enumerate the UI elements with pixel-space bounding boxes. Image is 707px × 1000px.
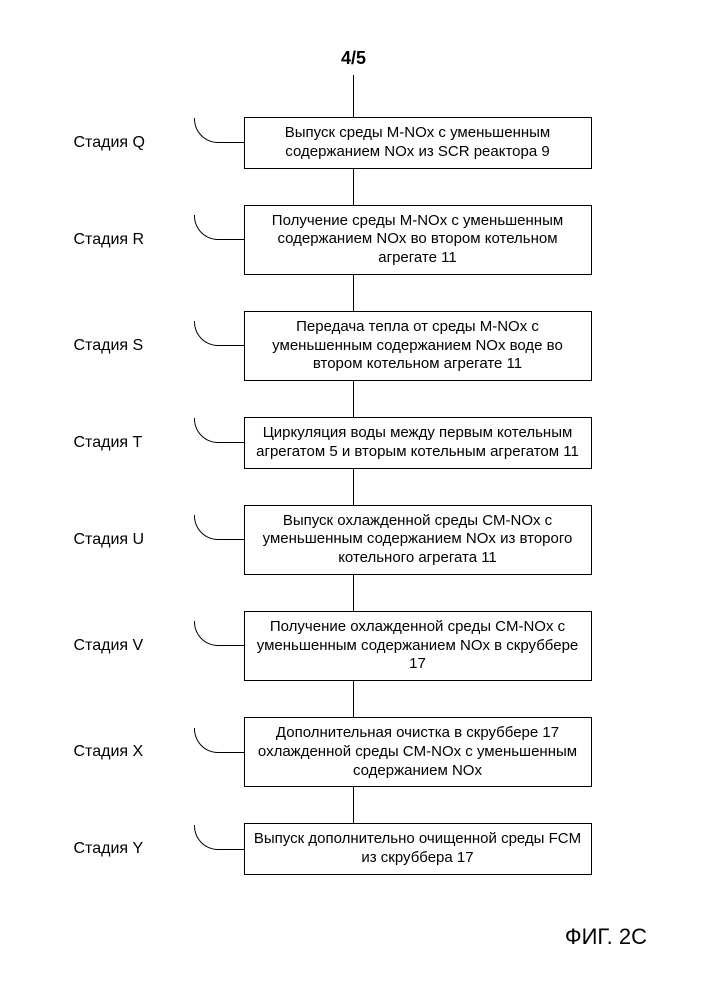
stage-box: Выпуск дополнительно очищенной среды FCM… xyxy=(244,823,592,875)
stage-label: Стадия R xyxy=(74,231,194,249)
label-connector-curve xyxy=(194,321,245,346)
stage-label: Стадия V xyxy=(74,637,194,655)
stage-box: Выпуск охлажденной среды CM-NOx с уменьш… xyxy=(244,505,592,575)
label-connector-curve xyxy=(194,515,245,540)
stage-box: Получение охлажденной среды CM-NOx с уме… xyxy=(244,611,592,681)
connector-line xyxy=(353,75,354,117)
stage-row: Стадия Q Выпуск среды M-NOx с уменьшенным… xyxy=(74,117,634,169)
label-connector-curve xyxy=(194,418,245,443)
stage-row: Стадия X Дополнительная очистка в скруббе… xyxy=(74,717,634,787)
stage-label: Стадия Y xyxy=(74,840,194,858)
connector-line xyxy=(353,275,354,311)
stage-row: Стадия U Выпуск охлажденной среды CM-NOx … xyxy=(74,505,634,575)
stage-label: Стадия Q xyxy=(74,134,194,152)
stage-box: Дополнительная очистка в скруббере 17 ох… xyxy=(244,717,592,787)
label-connector-curve xyxy=(194,728,245,753)
stage-box: Циркуляция воды между первым котельным а… xyxy=(244,417,592,469)
label-connector-curve xyxy=(194,825,245,850)
stage-row: Стадия R Получение среды M-NOx с уменьшен… xyxy=(74,205,634,275)
page: 4/5 Стадия Q Выпуск среды M-NOx с уменьше… xyxy=(0,0,707,1000)
connector-line xyxy=(353,575,354,611)
connector-line xyxy=(353,381,354,417)
connector-line xyxy=(353,469,354,505)
label-connector-curve xyxy=(194,215,245,240)
stage-box: Выпуск среды M-NOx с уменьшенным содержа… xyxy=(244,117,592,169)
label-connector-curve xyxy=(194,118,245,143)
stage-box: Передача тепла от среды M-NOx с уменьшен… xyxy=(244,311,592,381)
stage-row: Стадия T Циркуляция воды между первым кот… xyxy=(74,417,634,469)
page-number: 4/5 xyxy=(0,48,707,69)
stage-row: Стадия Y Выпуск дополнительно очищенной с… xyxy=(74,823,634,875)
connector-line xyxy=(353,169,354,205)
stage-label: Стадия T xyxy=(74,434,194,452)
label-connector-curve xyxy=(194,621,245,646)
figure-caption: ФИГ. 2C xyxy=(565,924,647,950)
stage-label: Стадия S xyxy=(74,337,194,355)
stage-label: Стадия U xyxy=(74,531,194,549)
stage-box: Получение среды M-NOx с уменьшенным соде… xyxy=(244,205,592,275)
stage-row: Стадия S Передача тепла от среды M-NOx с … xyxy=(74,311,634,381)
stage-row: Стадия V Получение охлажденной среды CM-N… xyxy=(74,611,634,681)
flowchart: Стадия Q Выпуск среды M-NOx с уменьшенным… xyxy=(74,75,634,875)
connector-line xyxy=(353,787,354,823)
stage-label: Стадия X xyxy=(74,743,194,761)
connector-line xyxy=(353,681,354,717)
